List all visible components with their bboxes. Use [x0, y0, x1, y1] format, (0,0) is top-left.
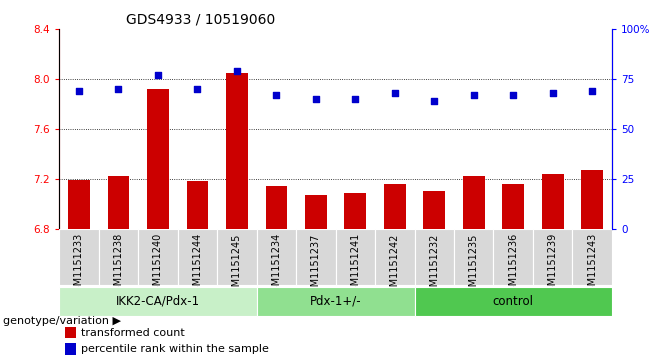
- Text: control: control: [493, 295, 534, 308]
- Bar: [296, 229, 336, 285]
- Bar: [59, 287, 257, 316]
- Bar: [581, 170, 603, 229]
- Point: [390, 90, 400, 96]
- Point: [74, 88, 84, 94]
- Bar: [99, 229, 138, 285]
- Text: percentile rank within the sample: percentile rank within the sample: [82, 344, 269, 354]
- Text: GDS4933 / 10519060: GDS4933 / 10519060: [126, 12, 275, 26]
- Bar: [147, 89, 168, 229]
- Point: [350, 96, 361, 102]
- Text: GSM1151235: GSM1151235: [468, 233, 479, 298]
- Bar: [226, 73, 247, 229]
- Bar: [502, 184, 524, 229]
- Bar: [344, 192, 366, 229]
- Point: [429, 98, 440, 104]
- Text: IKK2-CA/Pdx-1: IKK2-CA/Pdx-1: [116, 295, 200, 308]
- Bar: [336, 229, 375, 285]
- Text: GSM1151240: GSM1151240: [153, 233, 163, 298]
- Text: GSM1151241: GSM1151241: [350, 233, 361, 298]
- Bar: [375, 229, 415, 285]
- Text: GSM1151232: GSM1151232: [429, 233, 440, 298]
- Text: GSM1151236: GSM1151236: [508, 233, 519, 298]
- Bar: [463, 176, 484, 229]
- Text: GSM1151242: GSM1151242: [390, 233, 400, 298]
- Bar: [107, 176, 129, 229]
- Bar: [217, 229, 257, 285]
- Bar: [138, 229, 178, 285]
- Text: GSM1151244: GSM1151244: [192, 233, 203, 298]
- Text: GSM1151245: GSM1151245: [232, 233, 242, 298]
- Bar: [533, 229, 572, 285]
- Bar: [415, 229, 454, 285]
- Bar: [178, 229, 217, 285]
- Text: GSM1151239: GSM1151239: [547, 233, 558, 298]
- Bar: [257, 287, 415, 316]
- Bar: [68, 180, 89, 229]
- Text: GSM1151234: GSM1151234: [271, 233, 282, 298]
- Point: [153, 72, 163, 78]
- Bar: [572, 229, 612, 285]
- Text: GSM1151237: GSM1151237: [311, 233, 321, 298]
- Bar: [542, 174, 563, 229]
- Bar: [305, 195, 326, 229]
- Bar: [423, 191, 445, 229]
- Bar: [265, 186, 287, 229]
- Point: [232, 68, 242, 74]
- Point: [271, 92, 282, 98]
- Text: GSM1151243: GSM1151243: [587, 233, 597, 298]
- Bar: [257, 229, 296, 285]
- Bar: [186, 181, 208, 229]
- Bar: [384, 184, 405, 229]
- Text: Pdx-1+/-: Pdx-1+/-: [310, 295, 361, 308]
- Point: [192, 86, 203, 92]
- Bar: [454, 229, 494, 285]
- Bar: [59, 229, 99, 285]
- Bar: [415, 287, 612, 316]
- Text: GSM1151233: GSM1151233: [74, 233, 84, 298]
- Text: genotype/variation ▶: genotype/variation ▶: [3, 316, 121, 326]
- Point: [468, 92, 479, 98]
- Text: transformed count: transformed count: [82, 327, 185, 338]
- Bar: [494, 229, 533, 285]
- Bar: [64, 327, 76, 338]
- Point: [547, 90, 558, 96]
- Point: [113, 86, 124, 92]
- Text: GSM1151238: GSM1151238: [113, 233, 124, 298]
- Point: [311, 96, 321, 102]
- Bar: [64, 343, 76, 355]
- Point: [587, 88, 597, 94]
- Point: [508, 92, 519, 98]
